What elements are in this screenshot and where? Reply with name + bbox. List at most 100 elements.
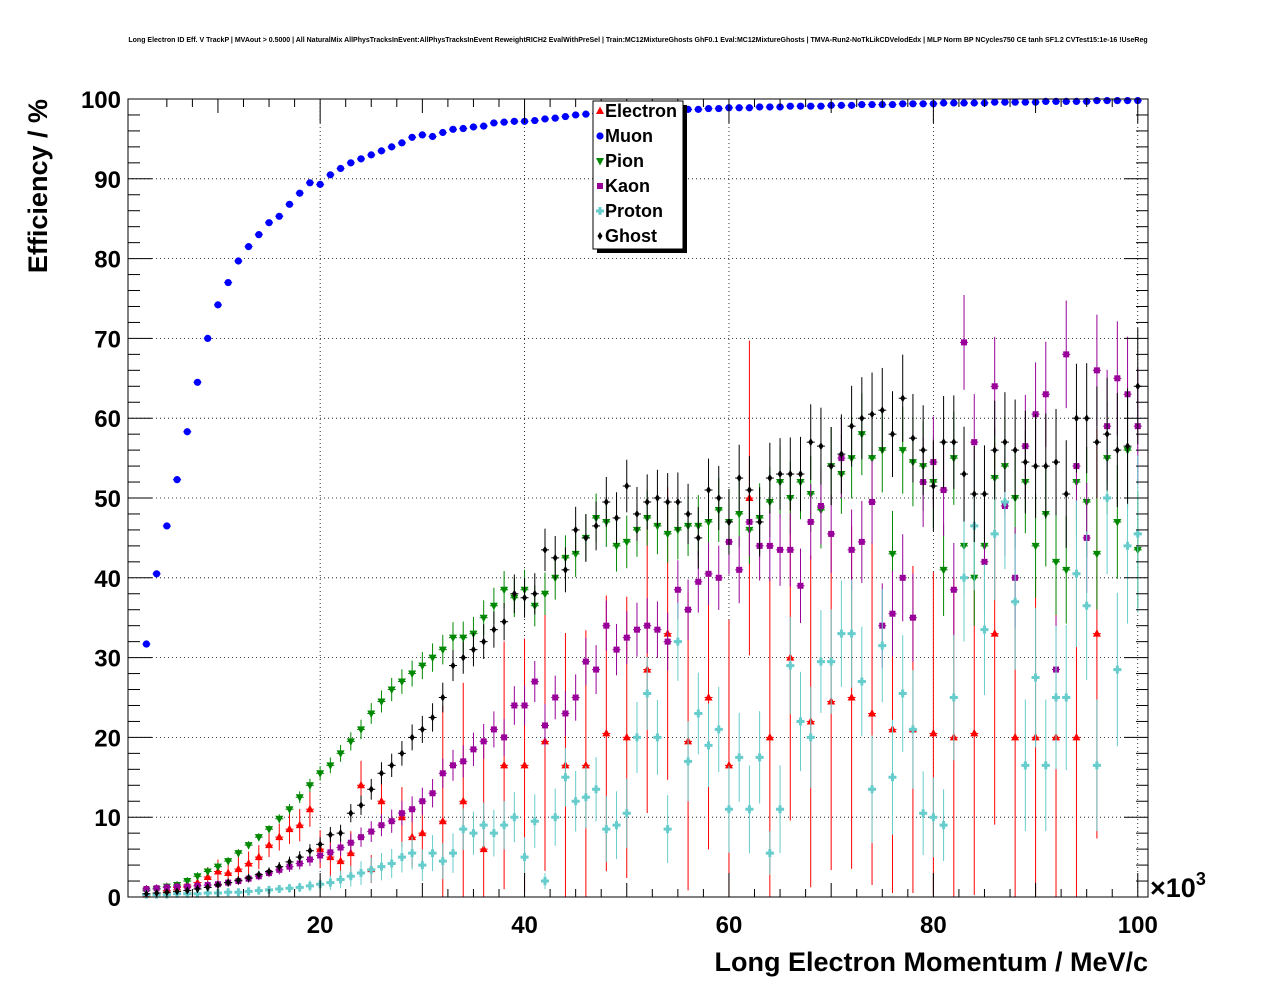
- data-point: [224, 278, 232, 287]
- data-point: [501, 617, 507, 626]
- data-point: [745, 805, 754, 814]
- y-tick-label-30: 30: [94, 646, 121, 673]
- data-point: [1072, 732, 1081, 741]
- data-point: [816, 657, 825, 666]
- data-point: [377, 147, 386, 155]
- data-point: [1133, 529, 1142, 538]
- data-point: [530, 817, 539, 826]
- data-point: [828, 462, 834, 471]
- data-point: [817, 102, 825, 110]
- data-point: [418, 662, 427, 671]
- data-point: [285, 806, 294, 814]
- data-point: [1021, 98, 1029, 106]
- data-point: [479, 614, 488, 623]
- data-point: [521, 702, 528, 709]
- data-point: [520, 760, 529, 769]
- x-tick-label-40: 40: [511, 912, 538, 939]
- data-point: [664, 638, 671, 645]
- data-point: [981, 490, 987, 499]
- data-point: [1063, 490, 1069, 499]
- data-point: [571, 550, 580, 559]
- x-tick-label-100: 100: [1118, 912, 1158, 939]
- data-point: [562, 565, 568, 574]
- x-axis-tick-labels: 20 40 60 80 100: [307, 912, 1158, 939]
- data-point: [951, 438, 957, 447]
- data-point: [174, 887, 180, 896]
- data-point: [735, 753, 744, 762]
- data-point: [316, 770, 325, 778]
- data-point: [1093, 96, 1101, 105]
- data-point: [602, 825, 611, 834]
- data-point: [500, 118, 508, 126]
- data-point: [500, 821, 509, 830]
- data-point: [889, 610, 896, 617]
- data-point: [275, 815, 284, 824]
- data-point: [481, 637, 487, 646]
- data-point: [654, 494, 660, 502]
- legend-label-proton: Proton: [605, 201, 663, 221]
- data-point: [459, 124, 467, 133]
- data-point: [470, 746, 477, 753]
- data-point: [234, 864, 243, 873]
- data-point: [225, 878, 231, 887]
- data-point: [532, 589, 538, 598]
- data-point: [888, 773, 897, 782]
- data-point: [673, 637, 682, 646]
- data-point: [1082, 601, 1091, 610]
- data-point: [797, 582, 804, 589]
- data-point: [1113, 518, 1122, 527]
- data-point: [613, 646, 620, 653]
- series-ghost: [142, 328, 1142, 898]
- data-point: [777, 546, 784, 553]
- y-tick-label-100: 100: [81, 87, 121, 114]
- data-point: [490, 726, 497, 733]
- legend-label-muon: Muon: [605, 126, 653, 146]
- data-point: [285, 824, 294, 833]
- data-point: [388, 818, 395, 825]
- data-point: [704, 518, 713, 527]
- data-point: [459, 825, 468, 834]
- x-tick-label-80: 80: [920, 912, 947, 939]
- data-point: [275, 885, 284, 894]
- y-tick-label-50: 50: [94, 486, 121, 513]
- legend-marker-ghost: [597, 232, 603, 240]
- data-point: [941, 438, 947, 447]
- data-point: [653, 733, 662, 742]
- data-point: [408, 832, 417, 841]
- data-point: [1084, 414, 1090, 423]
- data-point: [1092, 629, 1101, 637]
- legend-entries: Electron Muon Pion Kaon Proton Ghost: [596, 101, 677, 246]
- data-point: [358, 834, 365, 841]
- data-point: [561, 112, 570, 121]
- data-point: [419, 725, 425, 734]
- data-point: [306, 179, 314, 187]
- data-point: [787, 546, 794, 553]
- data-point: [327, 830, 333, 839]
- data-point: [837, 629, 846, 638]
- data-point: [592, 785, 601, 794]
- data-point: [562, 710, 569, 717]
- data-point: [440, 693, 446, 702]
- data-point: [1062, 97, 1070, 105]
- data-point: [1052, 693, 1061, 702]
- data-point: [704, 693, 713, 701]
- data-point: [919, 809, 928, 818]
- data-point: [428, 654, 437, 663]
- data-point: [716, 494, 722, 502]
- data-point: [203, 872, 212, 881]
- legend-marker-kaon: [597, 183, 603, 189]
- data-point: [644, 622, 651, 629]
- data-point: [408, 133, 416, 141]
- data-point: [317, 852, 324, 859]
- data-point: [439, 770, 446, 777]
- data-point: [489, 829, 498, 838]
- data-point: [245, 243, 253, 251]
- data-point: [603, 497, 609, 506]
- data-point: [950, 99, 958, 107]
- data-point: [868, 100, 876, 109]
- data-point: [224, 888, 233, 897]
- data-point: [796, 717, 805, 726]
- data-point: [899, 100, 907, 108]
- legend-marker-pion: [596, 158, 604, 166]
- data-point: [367, 710, 376, 718]
